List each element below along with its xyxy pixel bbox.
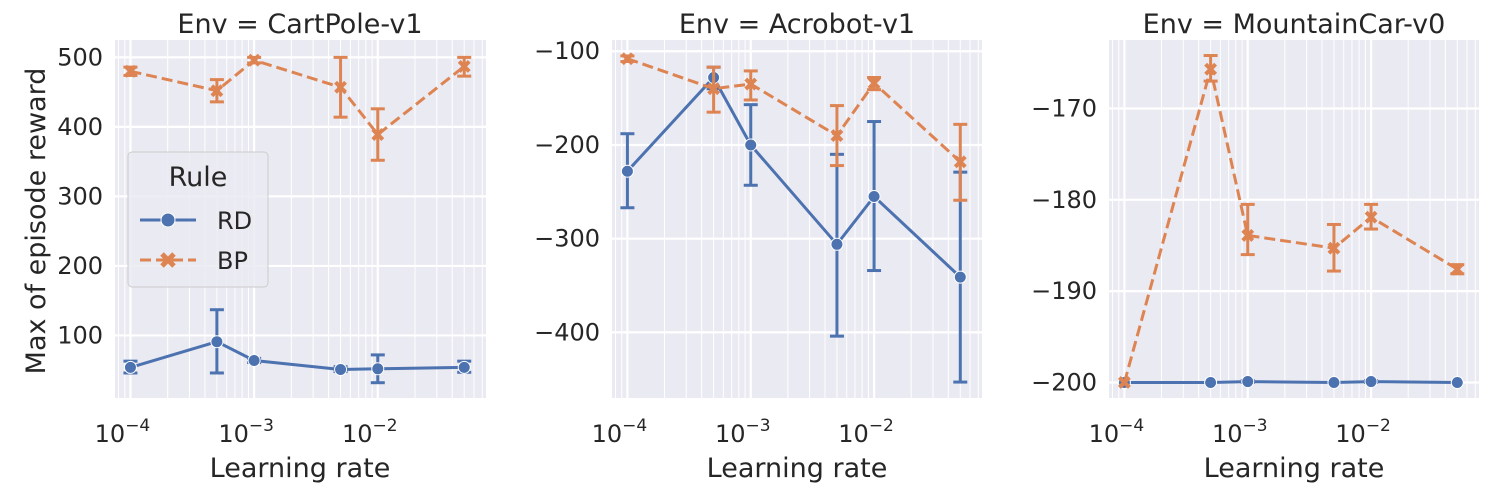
legend: Rule RD BP bbox=[127, 151, 269, 288]
data-point-rd bbox=[620, 164, 634, 178]
data-point-bp bbox=[1117, 376, 1131, 389]
data-point-rd bbox=[457, 360, 471, 374]
legend-marker-bp bbox=[160, 252, 176, 268]
data-point-bp bbox=[1204, 62, 1218, 76]
data-point-bp bbox=[124, 64, 137, 78]
y-axis-label: Max of episode reward bbox=[21, 68, 52, 375]
x-axis-label: Learning rate bbox=[707, 453, 888, 484]
series-line-bp bbox=[1122, 67, 1459, 383]
legend-marker-rd bbox=[160, 212, 176, 228]
y-tick-label: −400 bbox=[534, 318, 600, 346]
legend-label-rd: RD bbox=[217, 207, 252, 235]
data-point-rd bbox=[334, 362, 348, 376]
y-tick-label: 400 bbox=[57, 113, 103, 141]
data-point-rd bbox=[867, 190, 881, 204]
x-tick-label: 10−4 bbox=[95, 416, 151, 448]
x-axis-label: Learning rate bbox=[1204, 453, 1385, 484]
plot-area: 10−4 10−3 10−2 −170 −180 −190 −200 bbox=[1031, 40, 1479, 448]
data-point-rd bbox=[371, 362, 385, 376]
x-tick-label: 10−4 bbox=[1089, 416, 1145, 448]
series-line-rd bbox=[1124, 380, 1458, 384]
x-tick-label: 10−2 bbox=[342, 416, 398, 448]
y-tick-label: 300 bbox=[57, 182, 103, 210]
panel-acrobot: Env = Acrobot-v1 Learning rate 10−4 10−3 1… bbox=[534, 9, 982, 484]
legend-entry-bp: BP bbox=[140, 247, 248, 275]
x-tick-exponent: −4 bbox=[125, 416, 150, 436]
data-point-bp bbox=[1327, 241, 1341, 255]
plot-background bbox=[612, 40, 982, 398]
data-point-rd bbox=[247, 353, 261, 367]
y-tick-label: 100 bbox=[57, 321, 103, 349]
x-tick-exponent: −2 bbox=[1366, 416, 1391, 436]
panel-title: Env = CartPole-v1 bbox=[177, 9, 422, 40]
data-point-bp bbox=[953, 155, 967, 169]
plot-background bbox=[1109, 40, 1479, 398]
legend-label-bp: BP bbox=[217, 247, 248, 275]
y-tick-label: −190 bbox=[1031, 277, 1097, 305]
plot-area: 10−4 10−3 10−2 −100 −200 −300 −400 bbox=[534, 37, 982, 448]
plot-area: 10−4 10−3 10−2 100 200 300 400 500 bbox=[57, 40, 486, 448]
x-tick-label: 10−2 bbox=[838, 416, 894, 448]
x-tick-label: 10−3 bbox=[715, 416, 771, 448]
data-point-bp bbox=[457, 60, 471, 73]
series-line-bp bbox=[130, 58, 466, 136]
data-point-bp bbox=[744, 77, 758, 91]
x-tick-exponent: −3 bbox=[249, 416, 274, 436]
x-tick-label: 10−3 bbox=[1212, 416, 1268, 448]
data-point-rd bbox=[1450, 375, 1464, 389]
data-point-rd bbox=[953, 270, 967, 284]
y-tick-label: 500 bbox=[57, 43, 103, 71]
x-tick-exponent: −4 bbox=[622, 416, 647, 436]
data-point-rd bbox=[1204, 375, 1218, 389]
data-point-bp bbox=[620, 52, 634, 66]
x-tick-exponent: −2 bbox=[869, 416, 894, 436]
x-tick-exponent: −3 bbox=[745, 416, 770, 436]
data-point-bp bbox=[210, 84, 224, 98]
series-line-bp bbox=[626, 57, 962, 163]
y-tick-label: −180 bbox=[1031, 186, 1097, 214]
data-point-rd bbox=[1364, 375, 1378, 389]
data-point-bp bbox=[247, 53, 261, 67]
data-point-rd bbox=[123, 360, 137, 374]
x-tick-label: 10−4 bbox=[592, 416, 648, 448]
data-point-rd bbox=[1327, 375, 1341, 389]
y-tick-label: −300 bbox=[534, 225, 600, 253]
y-tick-label: −100 bbox=[534, 37, 600, 65]
panel-title: Env = Acrobot-v1 bbox=[679, 9, 915, 40]
y-tick-label: −200 bbox=[534, 131, 600, 159]
data-point-bp bbox=[334, 80, 347, 94]
data-point-bp bbox=[707, 82, 721, 96]
y-tick-label: 200 bbox=[57, 252, 103, 280]
x-tick-label: 10−3 bbox=[218, 416, 274, 448]
data-point-bp bbox=[1364, 210, 1378, 224]
legend-title: Rule bbox=[169, 162, 228, 193]
panel-title: Env = MountainCar-v0 bbox=[1143, 9, 1446, 40]
x-tick-exponent: −4 bbox=[1119, 416, 1144, 436]
series-line-rd bbox=[626, 76, 962, 279]
panel-cartpole: Env = CartPole-v1 Learning rate 10−4 10−3… bbox=[57, 9, 486, 484]
data-point-rd bbox=[830, 237, 844, 251]
data-point-bp bbox=[1241, 229, 1255, 242]
data-point-rd bbox=[1241, 375, 1255, 389]
data-point-bp bbox=[867, 76, 881, 90]
x-axis-label: Learning rate bbox=[210, 453, 391, 484]
data-point-bp bbox=[1450, 262, 1464, 276]
x-tick-exponent: −3 bbox=[1242, 416, 1267, 436]
legend-entry-rd: RD bbox=[140, 207, 252, 235]
series-line-rd bbox=[130, 340, 465, 371]
data-point-rd bbox=[744, 138, 758, 152]
y-tick-label: −170 bbox=[1031, 94, 1097, 122]
data-point-rd bbox=[210, 335, 224, 349]
x-tick-exponent: −2 bbox=[373, 416, 398, 436]
data-point-bp bbox=[371, 128, 385, 141]
y-tick-label: −200 bbox=[1031, 368, 1097, 396]
data-point-bp bbox=[830, 129, 844, 143]
panel-mountaincar: Env = MountainCar-v0 Learning rate 10−4 1… bbox=[1031, 9, 1479, 484]
x-tick-label: 10−2 bbox=[1335, 416, 1391, 448]
